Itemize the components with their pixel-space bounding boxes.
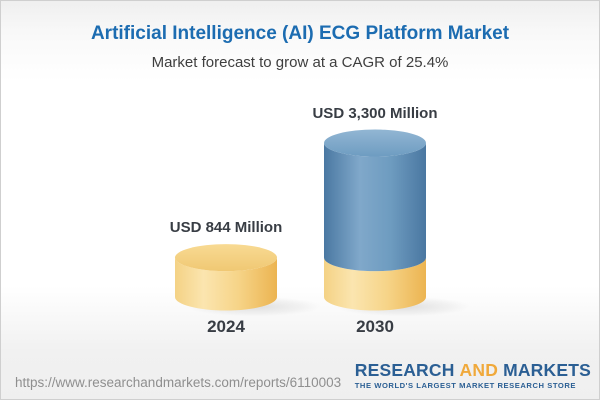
bar-2024-body: [175, 257, 277, 311]
logo-word-and: AND: [459, 360, 499, 380]
logo-word-research: RESEARCH: [354, 360, 455, 380]
page-title: Artificial Intelligence (AI) ECG Platfor…: [90, 23, 510, 44]
bar-2024-top: [175, 244, 277, 272]
value-label-2024: USD 844 Million: [169, 219, 283, 237]
research-and-markets-logo: RESEARCH AND MARKETS THE WORLD'S LARGEST M…: [354, 361, 591, 391]
value-label-2030: USD 3,300 Million: [312, 104, 438, 122]
logo-tagline: THE WORLD'S LARGEST MARKET RESEARCH STOR…: [354, 381, 576, 390]
axis-label-2024: 2024: [207, 316, 245, 336]
bar-2030-top: [324, 129, 426, 157]
logo-wordmark: RESEARCH AND MARKETS: [355, 361, 591, 380]
bar-2030-base-segment: [324, 257, 426, 311]
chart-header: Artificial Intelligence (AI) ECG Platfor…: [1, 1, 599, 72]
page-subtitle: Market forecast to grow at a CAGR of 25.…: [151, 54, 449, 71]
bar-2030-growth-segment: [324, 143, 426, 272]
report-url[interactable]: https://www.researchandmarkets.com/repor…: [15, 375, 342, 390]
axis-label-2030: 2030: [356, 316, 394, 336]
logo-word-markets: MARKETS: [503, 360, 591, 380]
